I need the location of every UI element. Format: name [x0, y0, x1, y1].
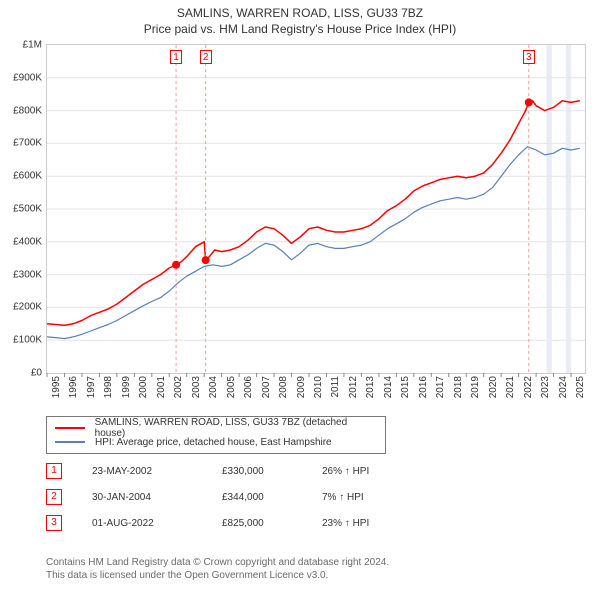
x-tick-label: 2021 — [505, 376, 516, 406]
x-tick-label: 1997 — [86, 376, 97, 406]
x-tick-label: 2003 — [191, 376, 202, 406]
x-tick-label: 2022 — [523, 376, 534, 406]
x-tick-label: 2009 — [296, 376, 307, 406]
x-tick-label: 1996 — [68, 376, 79, 406]
y-tick-label: £1M — [2, 40, 42, 51]
y-tick-label: £700K — [2, 138, 42, 149]
legend-swatch-hpi — [55, 441, 85, 443]
y-tick-label: £400K — [2, 236, 42, 247]
chart-title-sub: Price paid vs. HM Land Registry's House … — [0, 22, 600, 36]
sale-marker-box: 2 — [200, 50, 212, 64]
x-tick-label: 2001 — [156, 376, 167, 406]
chart-title-main: SAMLINS, WARREN ROAD, LISS, GU33 7BZ — [0, 6, 600, 20]
y-tick-label: £800K — [2, 105, 42, 116]
legend-swatch-subject — [55, 427, 85, 429]
x-tick-label: 2015 — [400, 376, 411, 406]
chart-title-block: SAMLINS, WARREN ROAD, LISS, GU33 7BZ Pri… — [0, 0, 600, 36]
y-tick-label: £100K — [2, 335, 42, 346]
footer-line-2: This data is licensed under the Open Gov… — [46, 569, 389, 582]
x-tick-label: 2010 — [313, 376, 324, 406]
transaction-row: 2 30-JAN-2004£344,0007% ↑ HPI — [46, 484, 422, 510]
transaction-date: 01-AUG-2022 — [92, 518, 222, 529]
x-tick-label: 2020 — [488, 376, 499, 406]
x-tick-label: 2019 — [470, 376, 481, 406]
transactions-table: 1 23-MAY-2002£330,00026% ↑ HPI 2 30-JAN-200… — [46, 458, 422, 536]
transaction-row: 3 01-AUG-2022£825,00023% ↑ HPI — [46, 510, 422, 536]
x-tick-label: 2000 — [138, 376, 149, 406]
transaction-price: £344,000 — [222, 492, 322, 503]
x-tick-label: 2017 — [435, 376, 446, 406]
x-tick-label: 1995 — [51, 376, 62, 406]
y-tick-label: £600K — [2, 171, 42, 182]
legend-box: SAMLINS, WARREN ROAD, LISS, GU33 7BZ (de… — [46, 416, 386, 454]
footer-line-1: Contains HM Land Registry data © Crown c… — [46, 556, 389, 569]
transaction-date: 23-MAY-2002 — [92, 466, 222, 477]
x-tick-label: 2024 — [558, 376, 569, 406]
x-tick-label: 2004 — [208, 376, 219, 406]
legend-row-hpi: HPI: Average price, detached house, East… — [55, 435, 377, 449]
x-tick-label: 2018 — [453, 376, 464, 406]
chart-svg — [47, 45, 585, 373]
x-tick-label: 2008 — [278, 376, 289, 406]
x-tick-label: 2002 — [173, 376, 184, 406]
transaction-marker-number: 1 — [46, 463, 62, 479]
x-tick-label: 2023 — [540, 376, 551, 406]
x-tick-label: 2016 — [418, 376, 429, 406]
y-tick-label: £200K — [2, 302, 42, 313]
transaction-price: £825,000 — [222, 518, 322, 529]
legend-label-hpi: HPI: Average price, detached house, East… — [95, 437, 332, 448]
transaction-marker-number: 2 — [46, 489, 62, 505]
transaction-marker-number: 3 — [46, 515, 62, 531]
x-tick-label: 2014 — [383, 376, 394, 406]
x-tick-label: 2006 — [243, 376, 254, 406]
x-tick-label: 1999 — [121, 376, 132, 406]
y-tick-label: £300K — [2, 269, 42, 280]
y-tick-label: £500K — [2, 204, 42, 215]
transaction-date: 30-JAN-2004 — [92, 492, 222, 503]
x-tick-label: 2005 — [226, 376, 237, 406]
x-tick-label: 2012 — [348, 376, 359, 406]
transaction-price: £330,000 — [222, 466, 322, 477]
x-tick-label: 2025 — [575, 376, 586, 406]
y-tick-label: £900K — [2, 72, 42, 83]
transaction-diff: 7% ↑ HPI — [322, 492, 422, 503]
y-tick-label: £0 — [2, 368, 42, 379]
x-tick-label: 2007 — [261, 376, 272, 406]
sale-marker-box: 3 — [523, 50, 535, 64]
x-tick-label: 1998 — [103, 376, 114, 406]
sale-marker-box: 1 — [170, 50, 182, 64]
x-tick-label: 2013 — [365, 376, 376, 406]
transaction-diff: 26% ↑ HPI — [322, 466, 422, 477]
plot-region — [46, 44, 586, 374]
legend-row-subject: SAMLINS, WARREN ROAD, LISS, GU33 7BZ (de… — [55, 421, 377, 435]
transaction-diff: 23% ↑ HPI — [322, 518, 422, 529]
x-tick-label: 2011 — [330, 376, 341, 406]
transaction-row: 1 23-MAY-2002£330,00026% ↑ HPI — [46, 458, 422, 484]
footer-attribution: Contains HM Land Registry data © Crown c… — [46, 556, 389, 582]
